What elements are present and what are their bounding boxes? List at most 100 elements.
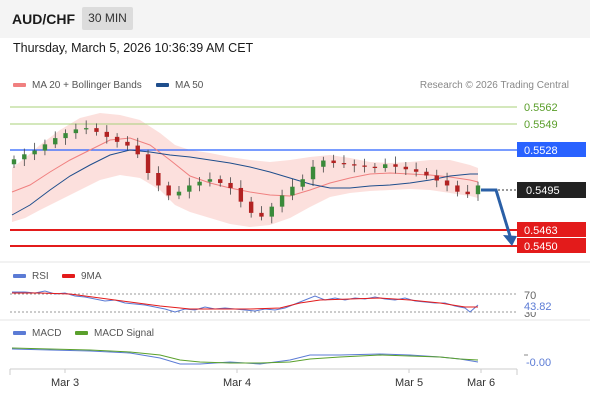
rsi-swatch-icon bbox=[13, 274, 26, 279]
candle-body bbox=[383, 164, 388, 169]
legend-rsi: RSI bbox=[13, 271, 49, 282]
candle-body bbox=[279, 195, 285, 207]
price-label-0-5495: 0.5495 bbox=[517, 182, 586, 198]
x-tick-label: Mar 3 bbox=[50, 377, 80, 389]
rsi-level-70-label: 70 bbox=[524, 290, 536, 302]
legend-rsi-label: RSI bbox=[32, 271, 49, 282]
candle-body bbox=[145, 154, 151, 173]
price-label-0-5562: 0.5562 bbox=[524, 102, 558, 114]
legend-macd-label: MACD bbox=[32, 328, 62, 339]
candle-body bbox=[362, 165, 367, 167]
candle-body bbox=[187, 185, 192, 192]
price-label-text: 0.5528 bbox=[524, 145, 558, 157]
rsi-value-bg bbox=[519, 300, 559, 312]
candle-body bbox=[63, 133, 68, 139]
candle-body bbox=[22, 154, 27, 160]
price-label-text: 0.5495 bbox=[526, 185, 560, 197]
candle-body bbox=[352, 164, 357, 166]
price-label-text: 0.5562 bbox=[524, 102, 558, 114]
price-label-bg bbox=[517, 238, 586, 253]
candle-body bbox=[413, 169, 419, 172]
candle-body bbox=[238, 187, 244, 202]
candle-body bbox=[218, 179, 223, 183]
chart-datetime: Thursday, March 5, 2026 10:36:39 AM CET bbox=[13, 41, 254, 55]
ma20-line bbox=[11, 137, 479, 197]
candle-body bbox=[11, 159, 17, 165]
candle-body bbox=[269, 206, 274, 217]
candle-body bbox=[176, 191, 182, 196]
candle-body bbox=[32, 150, 37, 155]
macd-signal-swatch-icon bbox=[75, 331, 88, 336]
candle-body bbox=[135, 145, 140, 155]
candle-body bbox=[372, 166, 378, 169]
legend-ma50: MA 50 bbox=[156, 80, 203, 91]
macd-swatch-icon bbox=[13, 331, 26, 336]
candle-body bbox=[228, 182, 233, 188]
x-tick-label: Mar 6 bbox=[466, 377, 496, 389]
candle-body bbox=[455, 185, 460, 192]
candlesticks bbox=[11, 120, 481, 224]
copyright-text: Research © 2026 Trading Central bbox=[419, 80, 569, 91]
candle-body bbox=[331, 160, 336, 164]
candle-body bbox=[403, 166, 409, 170]
macd-value: -0.00 bbox=[526, 357, 551, 369]
forecast-arrow bbox=[481, 188, 512, 237]
candle-body bbox=[83, 128, 89, 130]
legend-macd: MACD bbox=[13, 328, 61, 339]
candle-body bbox=[94, 128, 99, 132]
price-label-bg bbox=[517, 182, 586, 198]
candle-body bbox=[104, 131, 109, 137]
price-label-text: 0.5549 bbox=[524, 119, 558, 131]
price-label-0-5549: 0.5549 bbox=[524, 119, 558, 131]
candle-body bbox=[125, 141, 130, 146]
price-label-0-5463: 0.5463 bbox=[517, 222, 586, 237]
price-label-0-5528: 0.5528 bbox=[517, 142, 586, 157]
candle-body bbox=[341, 163, 347, 165]
legend-rsi-9ma-label: 9MA bbox=[81, 271, 102, 282]
price-label-text: 0.5463 bbox=[524, 225, 558, 237]
legend-macd-signal: MACD Signal bbox=[75, 328, 154, 339]
legend-rsi-9ma: 9MA bbox=[62, 271, 102, 282]
rsi-value: 43.82 bbox=[524, 301, 552, 313]
candle-body bbox=[290, 186, 295, 196]
candle-body bbox=[156, 173, 161, 186]
legend-macd-signal-label: MACD Signal bbox=[94, 328, 155, 339]
currency-pair-title: AUD/CHF bbox=[12, 11, 75, 27]
x-tick-label: Mar 5 bbox=[394, 377, 424, 389]
forecast-arrowhead bbox=[503, 235, 517, 246]
rsi-line bbox=[12, 290, 479, 313]
candle-body bbox=[197, 181, 202, 186]
x-tick-label: Mar 4 bbox=[222, 377, 252, 389]
candle-body bbox=[166, 185, 171, 196]
timeframe-button[interactable]: 30 MIN bbox=[82, 7, 133, 30]
candle-body bbox=[393, 164, 398, 167]
candle-body bbox=[42, 144, 48, 151]
ma50-swatch-icon bbox=[156, 83, 169, 88]
candle-body bbox=[300, 179, 305, 187]
price-label-text: 0.5450 bbox=[524, 241, 558, 253]
candle-body bbox=[73, 129, 79, 134]
price-label-bg bbox=[517, 142, 586, 157]
candle-body bbox=[424, 171, 429, 176]
price-label-0-5450: 0.5450 bbox=[517, 238, 586, 253]
candle-body bbox=[207, 179, 213, 182]
legend-ma50-label: MA 50 bbox=[175, 80, 204, 91]
candle-body bbox=[53, 138, 58, 145]
candle-body bbox=[248, 201, 254, 213]
legend-ma20: MA 20 + Bollinger Bands bbox=[13, 80, 142, 91]
bollinger-band-area bbox=[12, 113, 478, 227]
candle-body bbox=[444, 180, 450, 186]
legend-ma20-label: MA 20 + Bollinger Bands bbox=[32, 80, 142, 91]
candle-body bbox=[475, 185, 481, 195]
candle-body bbox=[114, 136, 120, 142]
ma20-swatch-icon bbox=[13, 83, 26, 88]
candle-body bbox=[465, 191, 470, 195]
macd-line bbox=[11, 348, 479, 365]
rsi-9ma-line bbox=[12, 292, 478, 310]
macd-signal-line bbox=[11, 347, 479, 364]
candle-body bbox=[259, 212, 264, 217]
candle-body bbox=[434, 175, 439, 181]
price-label-bg bbox=[517, 222, 586, 237]
rsi-9ma-swatch-icon bbox=[62, 274, 75, 279]
